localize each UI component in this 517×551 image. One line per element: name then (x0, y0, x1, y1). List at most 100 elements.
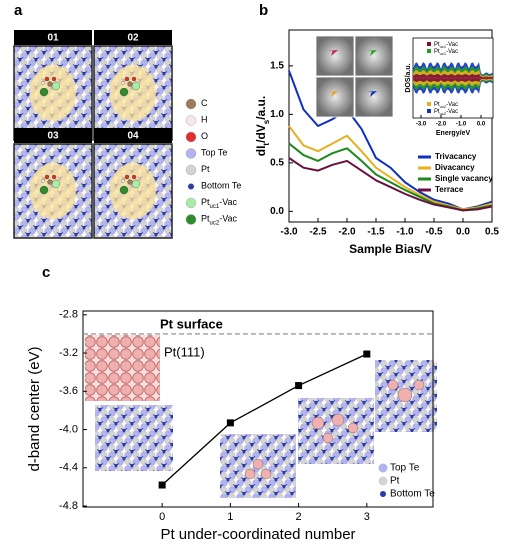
label: Bottom Te (201, 181, 241, 191)
y-tick-label: -4.8 (59, 500, 78, 512)
inset-x-tick-label: 0.0 (477, 122, 486, 128)
stm-arrow (366, 91, 377, 97)
label: Pt (201, 164, 210, 174)
panel-letter: b (259, 2, 268, 19)
x-tick-label: -1.5 (367, 227, 385, 238)
inset-legend-swatch (427, 42, 431, 46)
label-part: Pt (201, 214, 210, 224)
label-part: -Vac (446, 102, 458, 108)
legend-label: Trivacancy (435, 152, 477, 161)
atom (397, 387, 413, 403)
legend-label: Single vacancy (435, 174, 493, 183)
panel-letter: a (14, 2, 23, 19)
atom (121, 81, 125, 85)
stm-arrow (327, 91, 338, 97)
pt111-image (85, 335, 160, 401)
label-part: -Vac (219, 214, 237, 224)
label: Top Te (201, 148, 227, 158)
label-part: uc1 (440, 51, 447, 56)
structure-image (298, 398, 374, 464)
tile-title: 02 (127, 33, 139, 44)
highlight (29, 162, 77, 220)
label-part: uc1 (210, 204, 220, 210)
label: C (201, 98, 208, 108)
label: Ptuc1-Vac (434, 49, 458, 56)
legend-swatch (378, 476, 388, 486)
label: H (201, 115, 208, 125)
label: Ptuc1-Vac (201, 197, 238, 209)
legend-label: Top Te (390, 463, 420, 474)
highlight (29, 64, 77, 122)
legend-swatch (185, 164, 197, 176)
label-part: Pt (201, 164, 210, 174)
atom (39, 87, 49, 97)
atom (51, 179, 61, 189)
legend-swatch (380, 491, 386, 497)
atom (39, 185, 49, 195)
label-part: -Vac (446, 49, 458, 55)
y-tick-label: -2.8 (59, 309, 78, 321)
label-part: Pt (434, 42, 440, 48)
atom (119, 185, 129, 195)
label: dIt/dVs/a.u. (254, 96, 270, 156)
marker (295, 382, 303, 390)
atom (252, 458, 264, 470)
atom (121, 179, 125, 183)
atom (322, 432, 334, 444)
legend-swatch (185, 115, 197, 126)
atom (119, 87, 129, 97)
panel-letter: c (42, 264, 50, 281)
atom (41, 81, 45, 85)
tile-header (94, 128, 172, 143)
legend-swatch (185, 197, 197, 209)
series-line (161, 353, 368, 486)
y-tick-label: -3.2 (59, 347, 78, 359)
y-tick-label: -3.6 (59, 385, 78, 397)
label: Ptuc2-Vac (434, 102, 458, 109)
atom (127, 81, 133, 87)
inset-legend-swatch (427, 49, 431, 53)
reference-label: Pt surface (160, 316, 223, 331)
marker (226, 419, 234, 427)
label: Ptuc1-Vac (434, 42, 458, 49)
inset-x-tick-label: -1.0 (456, 122, 467, 128)
y-tick-label: 1.5 (270, 61, 284, 72)
label: Ptuc2-Vac (201, 214, 238, 226)
label-part: Bottom Te (201, 181, 241, 191)
label-part: H (201, 115, 208, 125)
label-part: uc2 (440, 104, 447, 109)
atom (131, 76, 137, 82)
tile-title: 04 (127, 131, 139, 142)
atom (124, 76, 130, 82)
legend-swatch (185, 214, 197, 225)
legend-label: Bottom Te (390, 489, 435, 500)
legend-label: Terrace (435, 185, 464, 194)
atom (311, 416, 325, 430)
stm-image (354, 76, 394, 118)
atom (131, 174, 137, 180)
atom (331, 413, 345, 427)
inset-legend-swatch (427, 109, 431, 113)
inset-y-label: DOS/a.u. (405, 63, 412, 92)
label-part: -Vac (446, 42, 458, 48)
tile-title: 01 (47, 33, 59, 44)
y-tick-label: -4.0 (59, 423, 78, 435)
stm-image (315, 35, 355, 77)
tile-header (14, 30, 92, 45)
x-tick-label: -2.5 (309, 227, 327, 238)
x-tick-label: 3 (364, 511, 370, 523)
atom (127, 179, 133, 185)
x-tick-label: 0 (159, 511, 165, 523)
x-tick-label: -3.0 (280, 227, 298, 238)
label-part: -Vac (219, 197, 237, 207)
tile-title: 03 (47, 131, 59, 142)
atom (51, 81, 61, 91)
atom (51, 76, 57, 82)
legend-label: Divacancy (435, 163, 475, 172)
atom (44, 76, 50, 82)
label-part: s (262, 119, 271, 124)
y-axis-label: d-band center (eV) (26, 346, 43, 471)
label-part: dI (254, 146, 268, 157)
atom (51, 174, 57, 180)
